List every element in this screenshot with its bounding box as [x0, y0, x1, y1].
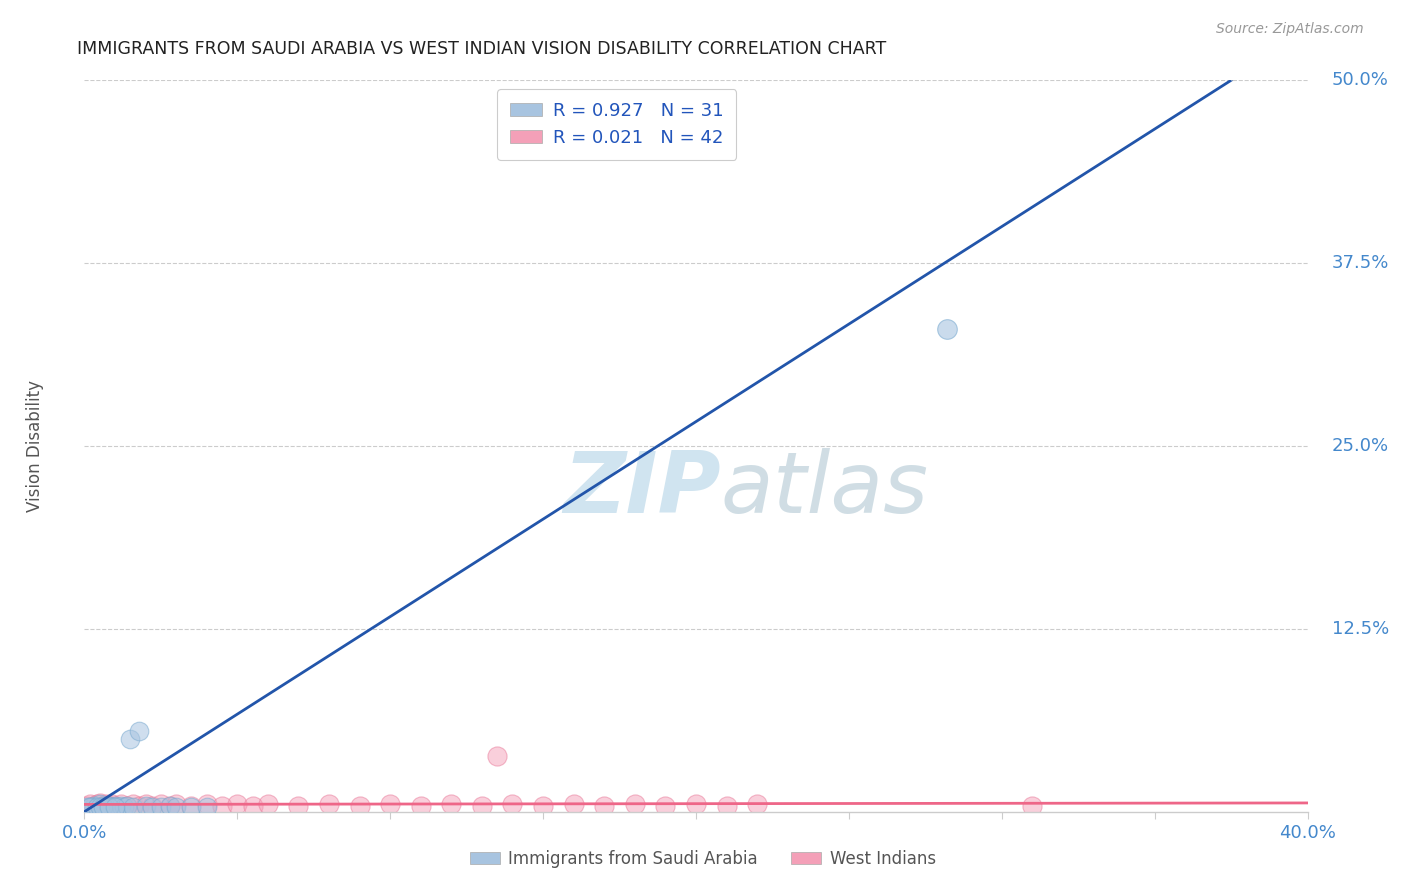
Point	[94, 800, 117, 814]
Point	[685, 797, 707, 812]
Point	[122, 797, 145, 812]
Point	[593, 798, 616, 813]
Point	[624, 797, 647, 812]
Point	[562, 797, 585, 812]
Point	[86, 797, 108, 812]
Point	[94, 797, 117, 812]
Point	[195, 797, 218, 812]
Text: 25.0%: 25.0%	[1331, 437, 1389, 455]
Point	[89, 796, 111, 810]
Point	[747, 797, 769, 812]
Point	[79, 800, 101, 814]
Point	[141, 800, 163, 814]
Legend: R = 0.927   N = 31, R = 0.021   N = 42: R = 0.927 N = 31, R = 0.021 N = 42	[498, 89, 737, 160]
Point	[349, 798, 371, 813]
Point	[112, 800, 135, 814]
Point	[242, 798, 264, 813]
Point	[409, 798, 432, 813]
Point	[318, 797, 340, 812]
Point	[86, 800, 108, 814]
Point	[107, 800, 129, 814]
Point	[104, 798, 127, 813]
Point	[89, 800, 111, 814]
Point	[97, 798, 120, 813]
Text: 12.5%: 12.5%	[1331, 620, 1389, 638]
Point	[91, 798, 114, 813]
Point	[486, 749, 509, 764]
Point	[716, 798, 738, 813]
Point	[104, 798, 127, 813]
Point	[440, 797, 463, 812]
Point	[165, 797, 187, 812]
Point	[115, 798, 138, 813]
Point	[76, 798, 98, 813]
Point	[101, 797, 124, 812]
Text: Vision Disability: Vision Disability	[27, 380, 45, 512]
Point	[122, 800, 145, 814]
Point	[97, 800, 120, 814]
Point	[654, 798, 676, 813]
Point	[159, 798, 181, 813]
Point	[110, 798, 132, 813]
Text: 37.5%: 37.5%	[1331, 254, 1389, 272]
Point	[110, 797, 132, 812]
Point	[531, 798, 554, 813]
Point	[226, 797, 249, 812]
Point	[502, 797, 524, 812]
Point	[380, 797, 402, 812]
Point	[83, 798, 105, 813]
Point	[128, 798, 150, 813]
Point	[935, 322, 957, 336]
Point	[101, 800, 124, 814]
Point	[76, 800, 98, 814]
Point	[159, 798, 181, 813]
Text: ZIP: ZIP	[562, 449, 720, 532]
Point	[211, 798, 233, 813]
Point	[89, 797, 111, 812]
Point	[83, 798, 105, 813]
Text: IMMIGRANTS FROM SAUDI ARABIA VS WEST INDIAN VISION DISABILITY CORRELATION CHART: IMMIGRANTS FROM SAUDI ARABIA VS WEST IND…	[77, 40, 887, 58]
Point	[135, 797, 157, 812]
Point	[86, 800, 108, 814]
Point	[141, 798, 163, 813]
Point	[128, 724, 150, 739]
Point	[91, 800, 114, 814]
Text: 50.0%: 50.0%	[1331, 71, 1389, 89]
Point	[79, 797, 101, 812]
Point	[180, 798, 202, 813]
Point	[97, 798, 120, 813]
Point	[91, 798, 114, 813]
Point	[104, 800, 127, 814]
Legend: Immigrants from Saudi Arabia, West Indians: Immigrants from Saudi Arabia, West India…	[464, 844, 942, 875]
Point	[79, 800, 101, 814]
Point	[115, 798, 138, 813]
Point	[149, 800, 172, 814]
Point	[165, 800, 187, 814]
Point	[195, 800, 218, 814]
Point	[471, 798, 494, 813]
Text: atlas: atlas	[720, 449, 928, 532]
Point	[149, 797, 172, 812]
Point	[135, 798, 157, 813]
Text: Source: ZipAtlas.com: Source: ZipAtlas.com	[1216, 22, 1364, 37]
Point	[120, 731, 142, 746]
Point	[257, 797, 280, 812]
Point	[287, 798, 309, 813]
Point	[180, 800, 202, 814]
Point	[1021, 798, 1043, 813]
